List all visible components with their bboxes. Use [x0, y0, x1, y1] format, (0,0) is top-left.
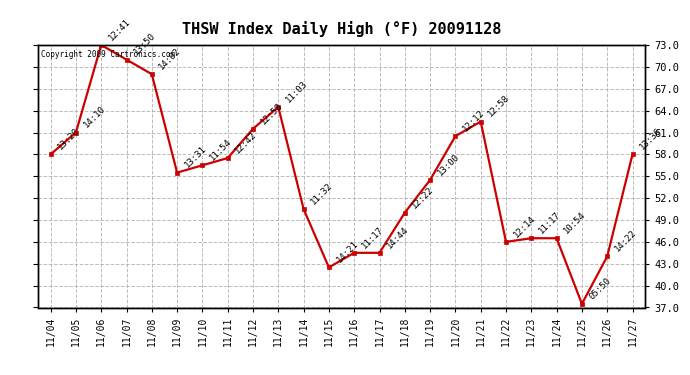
Text: 10:54: 10:54 — [562, 210, 587, 236]
Text: 14:02: 14:02 — [157, 46, 183, 71]
Text: 12:14: 12:14 — [511, 214, 537, 239]
Text: 14:10: 14:10 — [81, 104, 107, 130]
Text: 11:17: 11:17 — [537, 210, 562, 236]
Text: 14:21: 14:21 — [335, 239, 359, 265]
Text: 11:03: 11:03 — [284, 79, 309, 104]
Text: Copyright 2009 Cartronics.com: Copyright 2009 Cartronics.com — [41, 50, 175, 59]
Text: 12:22: 12:22 — [411, 184, 435, 210]
Text: 13:31: 13:31 — [183, 144, 208, 170]
Text: 13:50: 13:50 — [132, 32, 157, 57]
Text: 13:36: 13:36 — [638, 126, 663, 152]
Text: 14:44: 14:44 — [385, 225, 411, 250]
Text: 12:41: 12:41 — [107, 17, 132, 42]
Text: 12:42: 12:42 — [233, 130, 259, 155]
Text: 12:58: 12:58 — [259, 101, 284, 126]
Text: 12:12: 12:12 — [461, 108, 486, 134]
Title: THSW Index Daily High (°F) 20091128: THSW Index Daily High (°F) 20091128 — [182, 21, 501, 37]
Text: 11:54: 11:54 — [208, 137, 233, 162]
Text: 12:58: 12:58 — [486, 93, 511, 119]
Text: 11:17: 11:17 — [359, 225, 385, 250]
Text: 13:20: 13:20 — [56, 126, 81, 152]
Text: 14:22: 14:22 — [613, 228, 638, 254]
Text: 05:50: 05:50 — [587, 276, 613, 301]
Text: 13:00: 13:00 — [435, 152, 461, 177]
Text: 11:32: 11:32 — [309, 181, 335, 206]
